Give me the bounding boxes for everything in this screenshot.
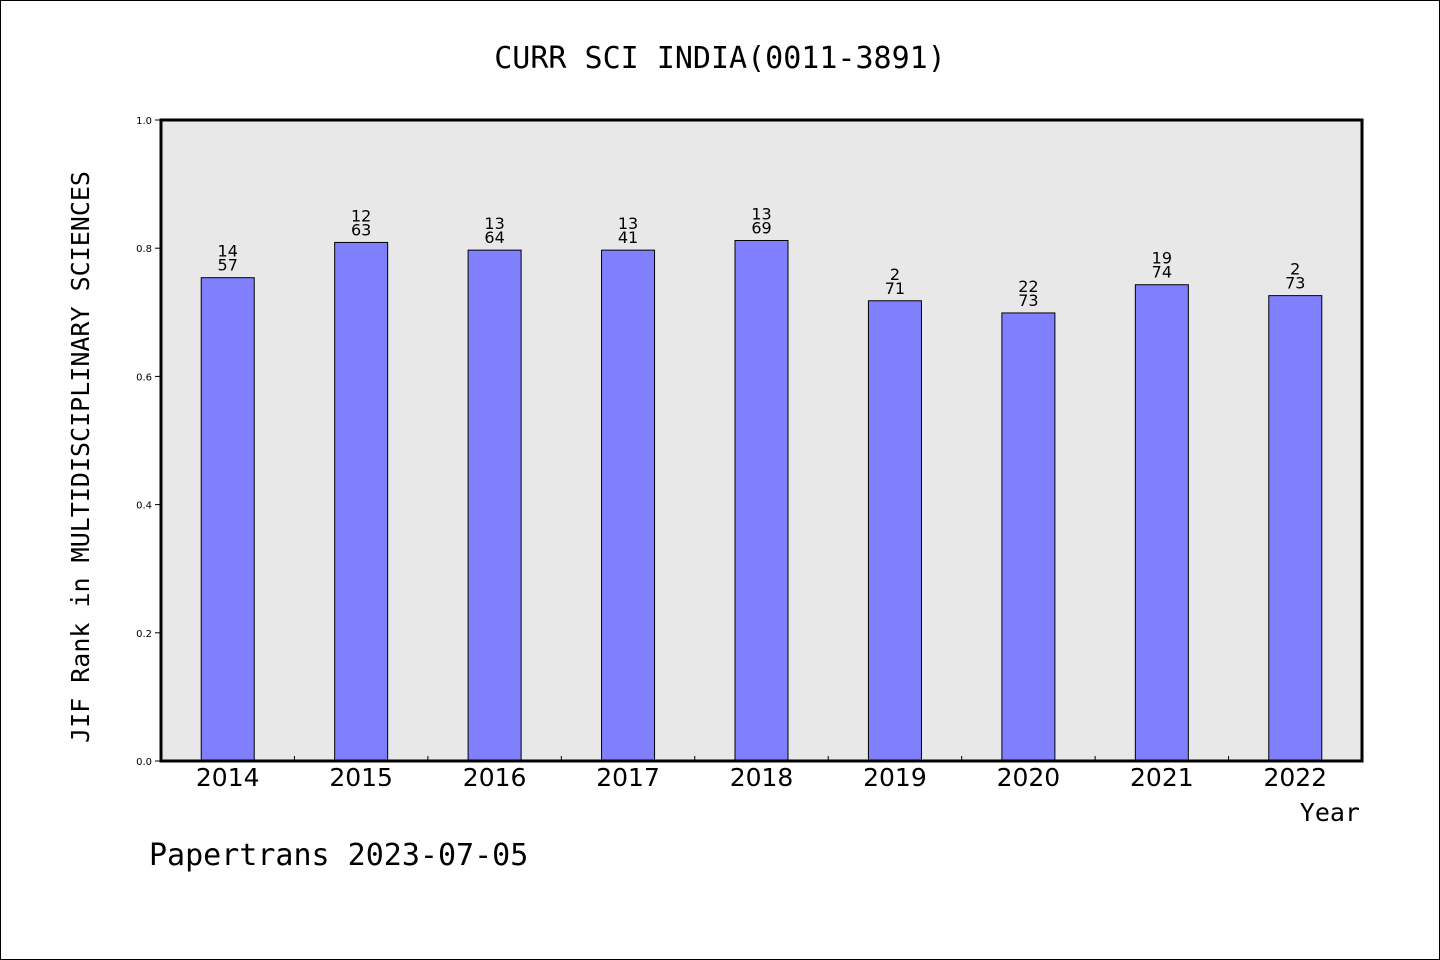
bar-label-total: 73 [1285,274,1305,293]
bar-label-rank: 2 [1290,260,1300,279]
x-tick-label: 2015 [329,763,393,792]
bar-label-rank: 12 [351,206,371,225]
y-ticks-layer: 0.0 0.2 0.4 0.6 0.8 1.0 [136,116,161,768]
bar-2019 [867,300,922,762]
bar-label-total: 57 [218,256,238,275]
bar-label-total: 74 [1152,263,1172,282]
bar-label-rank: 13 [751,205,771,224]
y-tick-label: 0.4 [136,501,152,512]
y-tick-label: 0.8 [136,244,152,255]
x-ticks-layer: 2014 2015 2016 2017 2018 2019 2020 2021 2022 [196,756,1327,792]
bar-label-total: 64 [484,228,504,247]
x-tick-label: 2016 [463,763,527,792]
bar-label-total: 63 [351,220,371,239]
x-tick-label: 2022 [1263,763,1327,792]
x-tick-label: 2021 [1130,763,1194,792]
bar-2014 [200,277,255,762]
bar-label-rank: 22 [1018,277,1038,296]
x-axis-label: Year [1300,798,1360,827]
bar-label-rank: 13 [618,214,638,233]
plot-frame [159,118,1364,763]
x-tick-label: 2017 [596,763,660,792]
bar-2016 [467,249,522,762]
y-tick-label: 1.0 [136,116,152,127]
bar-2020 [1001,312,1056,762]
bar-label-total: 41 [618,228,638,247]
x-tick-label: 2014 [196,763,260,792]
bar-label-rank: 19 [1152,249,1172,268]
bar-label-total: 69 [751,219,771,238]
footer-text: Papertrans 2023-07-05 [149,838,528,873]
bar-2021 [1134,284,1189,762]
x-tick-label: 2020 [997,763,1061,792]
bar-2017 [601,249,656,762]
bar-label-rank: 13 [484,214,504,233]
bar-2022 [1268,295,1323,762]
bar-2018 [734,240,789,762]
chart-title: CURR SCI INDIA(0011-3891) [494,41,946,76]
bar-label-rank: 2 [890,265,900,284]
x-tick-label: 2018 [730,763,794,792]
y-axis-label: JIF Rank in MULTIDISCIPLINARY SCIENCES [66,171,95,743]
y-tick-label: 0.6 [136,372,152,383]
y-tick-label: 0.0 [136,757,152,768]
x-tick-label: 2019 [863,763,927,792]
bar-2015 [334,241,389,762]
bar-label-rank: 14 [218,242,238,261]
bar-label-total: 73 [1018,291,1038,310]
y-tick-label: 0.2 [136,629,152,640]
bar-label-total: 71 [885,279,905,298]
